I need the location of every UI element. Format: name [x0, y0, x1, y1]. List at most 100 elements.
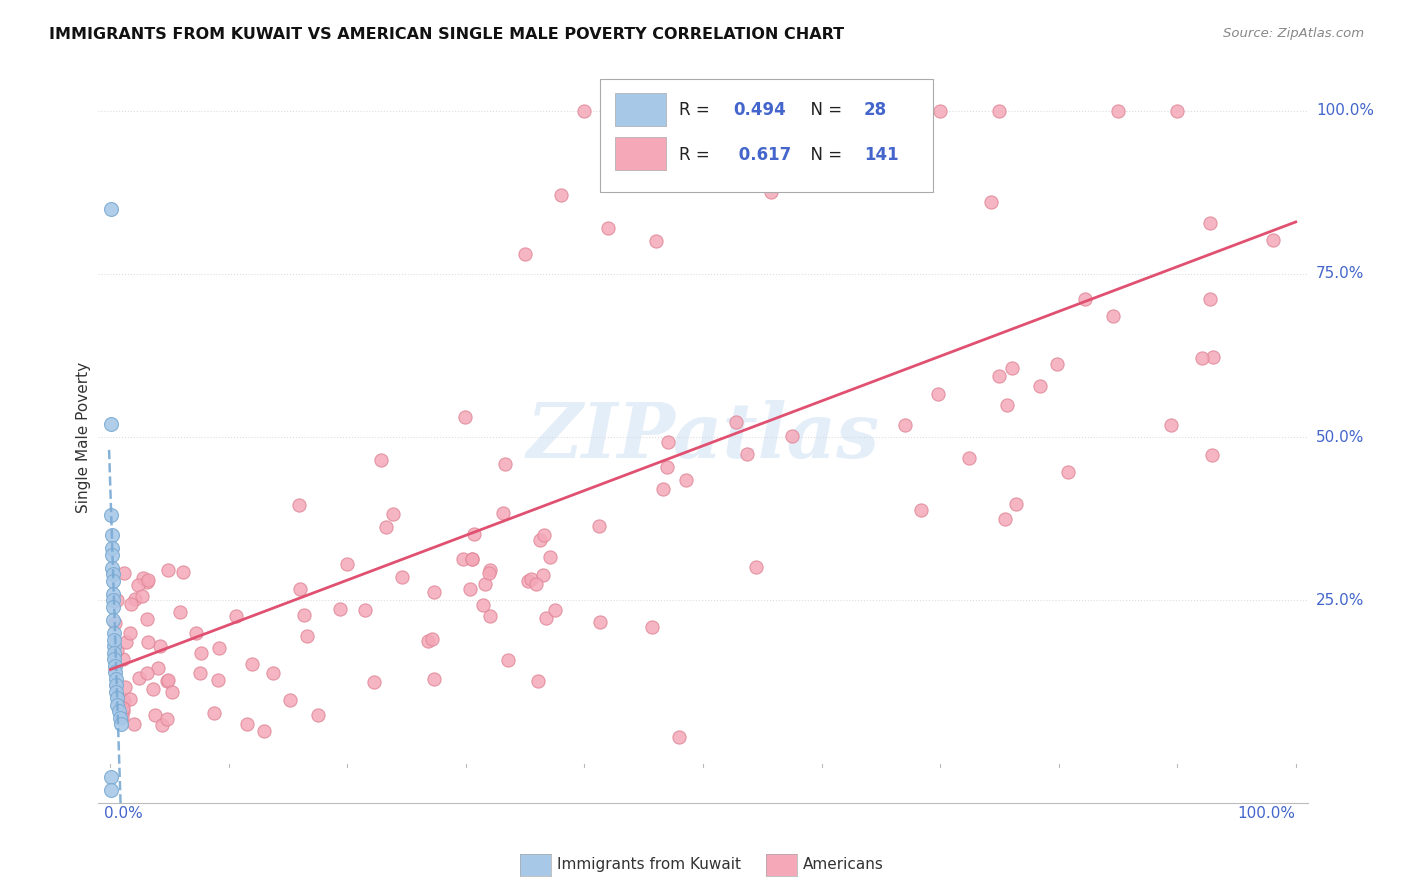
Text: 25.0%: 25.0% [1316, 593, 1364, 607]
Point [894, 417, 917, 432]
Point [111, 652, 134, 666]
Point [538, 549, 561, 564]
Point [534, 611, 557, 625]
Point [120, 598, 142, 612]
Text: 100.0%: 100.0% [1237, 806, 1296, 821]
Point [142, 681, 165, 696]
Point [927, 387, 949, 401]
Point [132, 571, 155, 585]
Point [461, 551, 484, 566]
Point [114, 680, 136, 694]
Point [474, 577, 496, 591]
Point [100, 782, 122, 797]
Point [110, 717, 132, 731]
Point [104, 665, 127, 680]
Point [1107, 103, 1129, 118]
Y-axis label: Single Male Poverty: Single Male Poverty [76, 361, 91, 513]
Point [1166, 103, 1188, 118]
Point [114, 634, 136, 648]
Point [103, 632, 125, 647]
Point [136, 635, 159, 649]
Point [100, 417, 122, 431]
Point [478, 609, 501, 624]
Point [988, 103, 1011, 118]
Point [598, 221, 620, 235]
Point [492, 506, 515, 520]
Point [668, 103, 690, 118]
Point [207, 673, 229, 688]
Point [107, 593, 129, 607]
Point [101, 587, 124, 601]
Text: 75.0%: 75.0% [1316, 267, 1364, 281]
Point [515, 247, 537, 261]
Point [146, 660, 169, 674]
Point [278, 693, 301, 707]
Point [100, 770, 122, 784]
Point [253, 723, 276, 738]
Point [929, 103, 952, 118]
Point [834, 103, 856, 118]
Text: Immigrants from Kuwait: Immigrants from Kuwait [557, 857, 741, 871]
Point [478, 566, 501, 580]
Point [105, 691, 128, 706]
Point [225, 609, 247, 624]
Point [307, 707, 329, 722]
Point [1000, 360, 1022, 375]
Point [103, 613, 125, 627]
Point [135, 665, 157, 680]
Text: ZIPatlas: ZIPatlas [526, 401, 880, 474]
Point [620, 103, 643, 118]
Point [544, 603, 567, 617]
Point [1074, 292, 1097, 306]
Text: 50.0%: 50.0% [1316, 430, 1364, 444]
Point [240, 657, 263, 671]
FancyBboxPatch shape [600, 78, 932, 192]
Point [1199, 216, 1222, 230]
Point [644, 234, 666, 248]
Point [160, 685, 183, 699]
Point [418, 634, 440, 648]
Point [494, 458, 516, 472]
Point [202, 706, 225, 720]
Point [391, 570, 413, 584]
Point [370, 453, 392, 467]
Point [375, 520, 398, 534]
Point [136, 612, 159, 626]
Text: 141: 141 [863, 145, 898, 164]
Point [472, 598, 495, 612]
Point [598, 103, 620, 118]
Point [103, 626, 125, 640]
Point [103, 639, 125, 653]
Point [105, 678, 128, 692]
Point [190, 646, 212, 660]
Point [422, 672, 444, 686]
Point [496, 653, 519, 667]
Text: 0.617: 0.617 [734, 145, 792, 164]
Point [100, 528, 122, 542]
Point [588, 518, 610, 533]
Point [104, 615, 127, 630]
Text: IMMIGRANTS FROM KUWAIT VS AMERICAN SINGLE MALE POVERTY CORRELATION CHART: IMMIGRANTS FROM KUWAIT VS AMERICAN SINGL… [49, 27, 845, 42]
Point [110, 709, 132, 723]
Text: R =: R = [679, 101, 714, 120]
FancyBboxPatch shape [614, 94, 665, 126]
Text: N =: N = [800, 101, 846, 120]
Point [520, 572, 543, 586]
Point [454, 409, 477, 424]
Point [105, 678, 128, 692]
Point [127, 578, 149, 592]
Point [668, 731, 690, 745]
Point [128, 671, 150, 685]
Point [589, 615, 612, 629]
Point [105, 643, 128, 657]
Point [524, 577, 547, 591]
Point [363, 674, 385, 689]
Point [526, 674, 548, 689]
Point [995, 398, 1018, 412]
Point [422, 632, 444, 646]
Point [188, 666, 211, 681]
Point [172, 565, 194, 579]
Point [531, 568, 554, 582]
Point [463, 526, 485, 541]
Point [136, 575, 159, 590]
